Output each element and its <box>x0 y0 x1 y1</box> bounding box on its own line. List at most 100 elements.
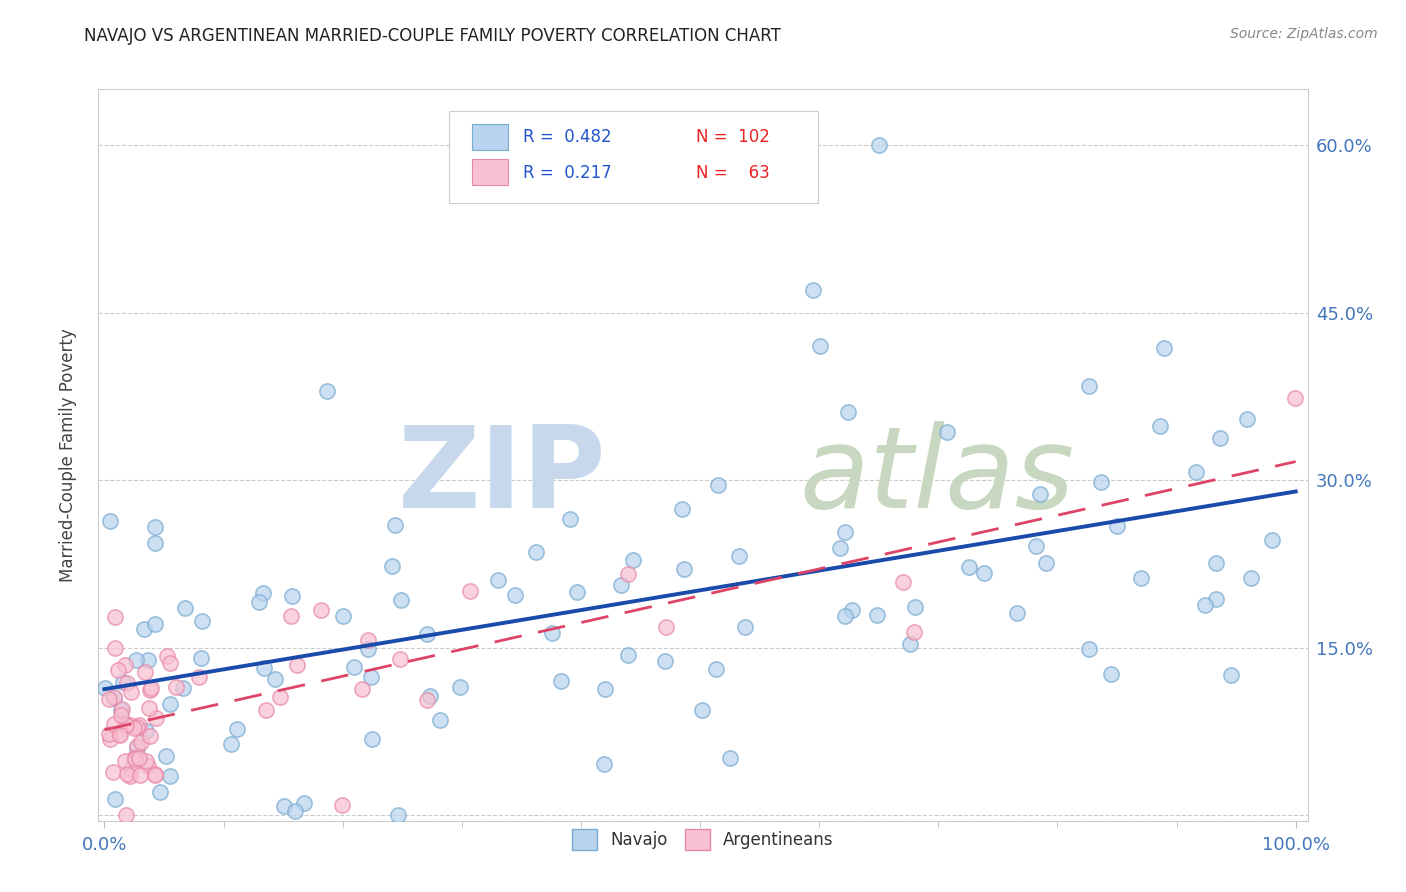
Point <box>834 525 856 540</box>
Point <box>898 637 921 651</box>
Point <box>165 680 187 694</box>
Point <box>654 654 676 668</box>
Point <box>115 766 138 780</box>
Point <box>110 728 132 742</box>
Point <box>866 608 889 623</box>
Point <box>98 732 121 747</box>
Point <box>115 676 138 690</box>
Point <box>111 674 134 689</box>
Point <box>957 560 980 574</box>
Point <box>904 600 927 615</box>
Point <box>149 785 172 799</box>
Point <box>103 765 125 780</box>
Point <box>692 703 714 717</box>
Point <box>120 685 142 699</box>
Point <box>187 670 209 684</box>
Point <box>145 710 167 724</box>
Point <box>503 589 526 603</box>
Point <box>458 583 481 598</box>
Point <box>104 641 127 656</box>
Point <box>138 700 160 714</box>
Point <box>115 718 138 732</box>
Point <box>728 549 751 563</box>
Point <box>616 566 638 581</box>
Point <box>104 610 127 624</box>
Point <box>1025 539 1047 553</box>
Point <box>174 601 197 615</box>
Point <box>389 652 412 666</box>
Point <box>1209 431 1232 445</box>
Point <box>387 808 409 822</box>
Point <box>120 769 142 783</box>
Point <box>103 690 125 705</box>
Point <box>191 614 214 628</box>
Point <box>115 808 138 822</box>
Point <box>138 729 160 743</box>
Text: R =  0.217: R = 0.217 <box>523 163 612 182</box>
Point <box>143 766 166 780</box>
FancyBboxPatch shape <box>472 124 509 150</box>
Point <box>124 751 146 765</box>
Text: N =    63: N = 63 <box>696 163 769 182</box>
Point <box>1220 667 1243 681</box>
Point <box>98 692 121 706</box>
Point <box>1078 642 1101 657</box>
Point <box>550 674 572 689</box>
Point <box>330 797 353 812</box>
Point <box>1240 571 1263 585</box>
Point <box>98 727 121 741</box>
Point <box>1029 487 1052 501</box>
Point <box>252 586 274 600</box>
Point <box>1236 412 1258 426</box>
Point <box>416 693 439 707</box>
Point <box>357 632 380 647</box>
Point <box>610 578 633 592</box>
Point <box>159 769 181 783</box>
Point <box>316 384 339 398</box>
Point <box>720 751 742 765</box>
Point <box>593 681 616 696</box>
Point <box>284 804 307 818</box>
Point <box>136 759 159 773</box>
Point <box>219 737 242 751</box>
Point <box>541 626 564 640</box>
Point <box>1194 598 1216 612</box>
Point <box>350 681 373 696</box>
Point <box>671 501 693 516</box>
Point <box>449 680 471 694</box>
Point <box>389 593 412 607</box>
Point <box>124 752 146 766</box>
Point <box>558 511 581 525</box>
Text: ZIP: ZIP <box>398 421 606 533</box>
Point <box>159 697 181 711</box>
Point <box>1005 606 1028 620</box>
Point <box>134 622 156 636</box>
Point <box>655 620 678 634</box>
Point <box>155 749 177 764</box>
Point <box>1205 592 1227 607</box>
Point <box>311 602 333 616</box>
Point <box>343 659 366 673</box>
Point <box>128 751 150 765</box>
Point <box>837 405 859 419</box>
Point <box>1090 475 1112 489</box>
FancyBboxPatch shape <box>449 112 818 202</box>
Text: N =  102: N = 102 <box>696 128 769 145</box>
Point <box>122 721 145 735</box>
Point <box>127 740 149 755</box>
Point <box>419 689 441 703</box>
Point <box>1205 556 1227 570</box>
Point <box>107 727 129 741</box>
Point <box>103 690 125 705</box>
Point <box>190 651 212 665</box>
Point <box>292 796 315 810</box>
Point <box>360 670 382 684</box>
Point <box>143 520 166 534</box>
Point <box>94 681 117 695</box>
Point <box>486 573 509 587</box>
Point <box>360 731 382 746</box>
Point <box>254 703 277 717</box>
Point <box>143 535 166 549</box>
Point <box>253 661 276 675</box>
Point <box>1284 391 1306 405</box>
